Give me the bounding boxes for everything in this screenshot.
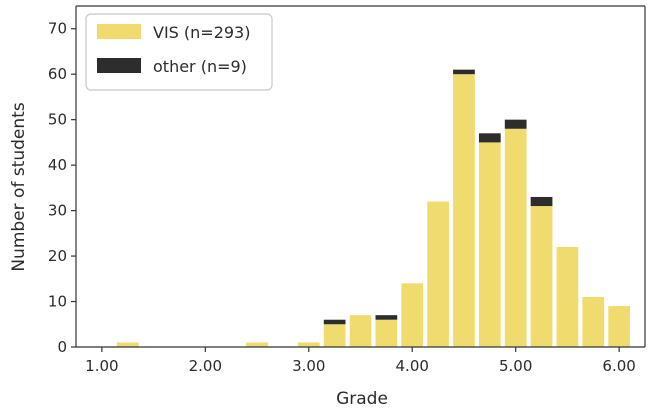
y-tick-label-10: 10 [48,293,67,311]
x-axis-title: Grade [336,389,388,409]
legend-swatch-vis [97,24,141,39]
bar-vis-15 [478,142,501,347]
bar-other-17 [530,196,553,207]
bar-vis-11 [375,319,398,347]
bar-vis-18 [556,246,579,347]
legend-label-other: other (n=9) [153,57,247,76]
bar-other-16 [504,119,527,129]
bars-layer [116,69,630,347]
bar-other-15 [478,133,501,143]
bar-other-14 [453,69,475,75]
legend: VIS (n=293) other (n=9) [85,13,273,91]
y-tick-label-70: 70 [48,20,67,38]
x-tick-label-2: 3.00 [292,357,325,375]
legend-swatch-other [97,58,141,73]
bar-other-11 [375,315,398,320]
y-tick-label-0: 0 [57,338,67,356]
y-axis-title: Number of students [9,102,29,271]
ticks-layer: 0 10 20 30 40 50 60 70 1.00 2.00 3.00 4.00 5.00 6.00 [48,20,636,375]
bar-vis-9 [323,324,346,347]
bar-vis-13 [427,201,449,347]
legend-label-vis: VIS (n=293) [153,23,250,42]
bar-vis-1 [116,342,139,347]
bar-other-9 [323,319,346,325]
axes-layer [75,5,646,348]
y-tick-label-20: 20 [48,247,67,265]
bar-vis-19 [582,296,605,347]
y-tick-label-60: 60 [48,65,67,83]
bar-vis-8 [297,342,320,347]
bar-vis-10 [349,315,372,347]
bar-vis-17 [530,206,553,347]
bar-vis-12 [401,283,424,347]
x-tick-label-3: 4.00 [396,357,429,375]
bar-vis-14 [453,74,475,347]
x-tick-label-0: 1.00 [85,357,118,375]
y-tick-label-30: 30 [48,202,67,220]
x-tick-label-5: 6.00 [602,357,635,375]
y-tick-label-40: 40 [48,156,67,174]
bar-vis-20 [608,306,630,347]
bar-vis-6 [246,342,268,347]
x-tick-label-4: 5.00 [499,357,532,375]
y-tick-label-50: 50 [48,111,67,129]
x-tick-label-1: 2.00 [189,357,222,375]
bar-vis-16 [504,128,527,347]
